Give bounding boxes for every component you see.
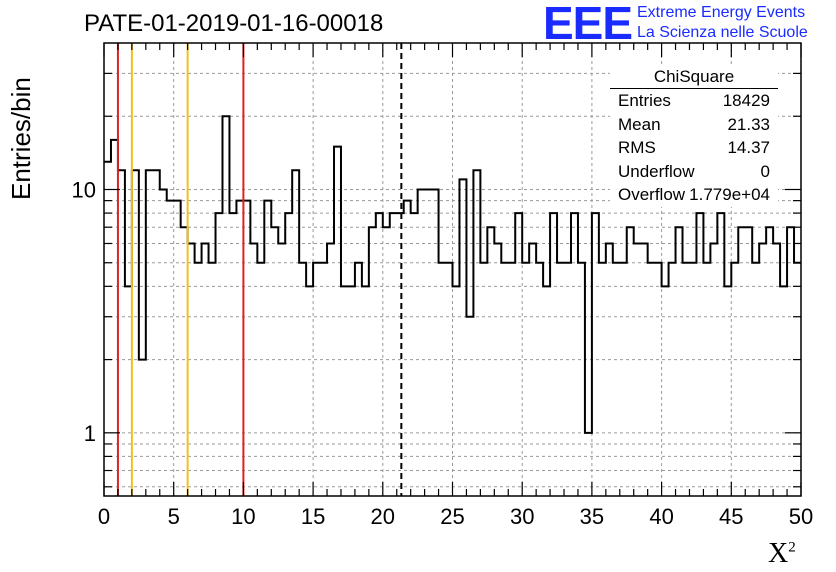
logo-line-1: Extreme Energy Events <box>637 4 806 21</box>
stats-value: 14.37 <box>727 138 770 157</box>
y-tick-label: 1 <box>84 421 96 446</box>
stats-label: RMS <box>618 138 656 157</box>
stats-value: 21.33 <box>727 114 770 134</box>
x-axis-label: X2 <box>768 538 796 570</box>
stats-row-overflow: Overflow 1.779e+04 <box>610 183 778 207</box>
stats-label: Overflow <box>618 185 686 204</box>
stats-row-underflow: Underflow 0 <box>610 160 778 184</box>
x-axis-label-base: X <box>768 538 789 569</box>
logo-line-2: La Scienza nelle Scuole <box>637 24 808 41</box>
x-tick-label: 25 <box>440 504 464 529</box>
x-tick-label: 10 <box>231 504 255 529</box>
stats-value: 18429 <box>722 91 770 110</box>
stats-row-mean: Mean 21.33 <box>610 113 778 137</box>
stats-label: Mean <box>618 114 661 134</box>
stats-value: 0 <box>760 161 770 181</box>
x-tick-label: 45 <box>719 504 743 529</box>
x-tick-label: 30 <box>510 504 534 529</box>
stats-row-entries: Entries 18429 <box>610 89 778 113</box>
x-tick-label: 35 <box>580 504 604 529</box>
stats-label: Entries <box>618 91 671 110</box>
x-tick-label: 5 <box>168 504 180 529</box>
stats-value: 1.779e+04 <box>689 185 770 204</box>
stats-row-rms: RMS 14.37 <box>610 136 778 160</box>
x-tick-label: 0 <box>98 504 110 529</box>
histogram-series <box>104 115 801 434</box>
x-axis-label-superscript: 2 <box>788 539 796 556</box>
stats-box: ChiSquare Entries 18429 Mean 21.33 RMS 1… <box>610 66 778 207</box>
stats-label: Underflow <box>618 161 695 181</box>
x-tick-label: 20 <box>371 504 395 529</box>
eee-logo: EEE <box>543 0 633 49</box>
x-tick-label: 50 <box>789 504 813 529</box>
histogram-title: PATE-01-2019-01-16-00018 <box>84 10 384 37</box>
stats-box-name: ChiSquare <box>610 66 778 89</box>
x-tick-label: 40 <box>649 504 673 529</box>
y-tick-label: 10 <box>72 177 96 202</box>
x-tick-label: 15 <box>301 504 325 529</box>
